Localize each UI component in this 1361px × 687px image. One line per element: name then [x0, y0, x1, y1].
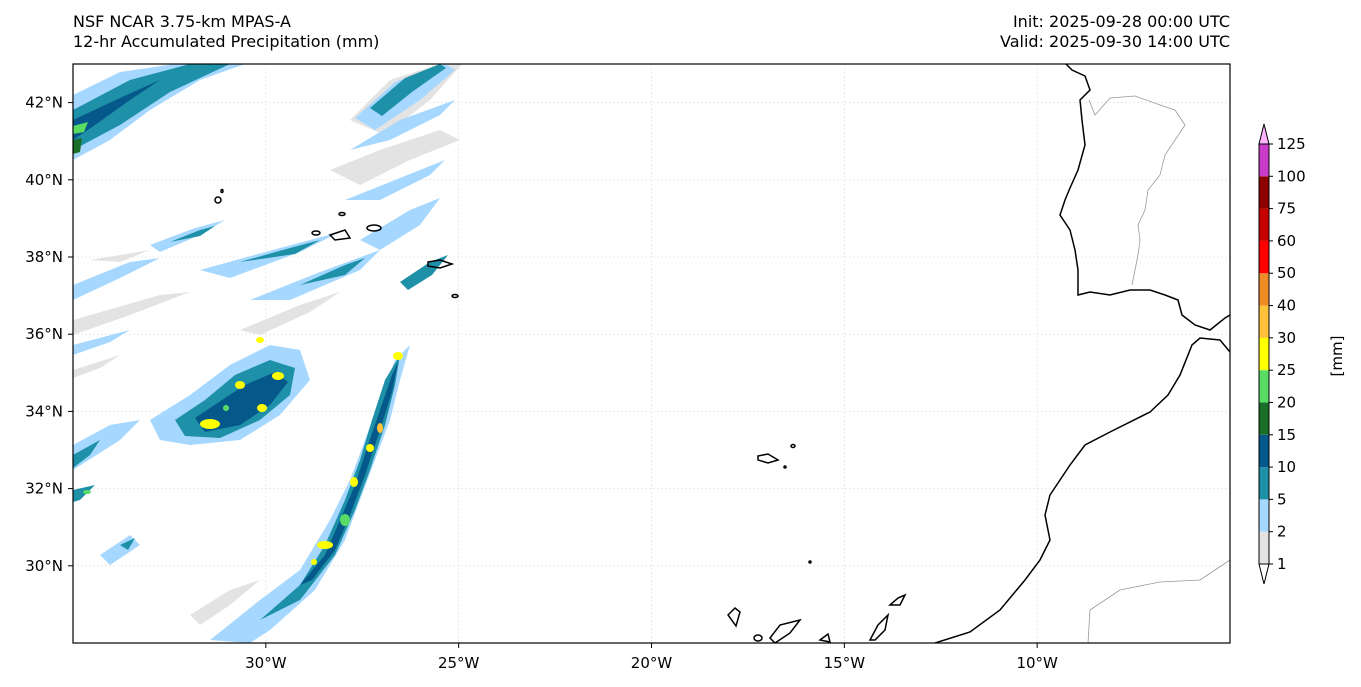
colorbar-segment [1259, 240, 1269, 274]
lat-tick-label: 32°N [25, 480, 63, 498]
colorbar-level-label: 30 [1277, 329, 1296, 347]
colorbar-segment [1259, 176, 1269, 209]
latitude-axis: 42°N 40°N 38°N 36°N 34°N 32°N 30°N [25, 94, 73, 575]
colorbar-level-label: 40 [1277, 297, 1296, 315]
precip-band-southwest [100, 345, 410, 643]
precip-streaks-west [73, 198, 448, 378]
lat-tick-label: 38°N [25, 248, 63, 266]
africa-coastline [934, 337, 1230, 643]
lon-tick-label: 30°W [245, 654, 287, 672]
lat-tick-label: 30°N [25, 557, 63, 575]
colorbar-units: [mm] [1328, 336, 1346, 377]
colorbar-segment [1259, 434, 1269, 468]
colorbar-segment [1259, 467, 1269, 500]
colorbar-segment [1259, 273, 1269, 306]
colorbar-level-label: 15 [1277, 426, 1296, 444]
lat-tick-label: 42°N [25, 94, 63, 112]
iberia-coastline [1059, 64, 1230, 331]
field-name: 12-hr Accumulated Precipitation (mm) [73, 32, 380, 51]
colorbar-level-label: 5 [1277, 490, 1287, 508]
colorbar-level-label: 20 [1277, 393, 1296, 411]
colorbar-segment [1259, 531, 1269, 564]
colorbar-segment [1259, 370, 1269, 403]
colorbar-level-label: 1 [1277, 555, 1287, 573]
plot-title-right: Init: 2025-09-28 00:00 UTC Valid: 2025-0… [1000, 12, 1230, 52]
colorbar-extend-over [1258, 123, 1270, 145]
lat-tick-label: 40°N [25, 171, 63, 189]
colorbar-frame [1258, 143, 1270, 565]
lon-tick-label: 25°W [438, 654, 480, 672]
lon-tick-label: 15°W [824, 654, 866, 672]
madeira-islands [757, 443, 796, 469]
colorbar-segment [1259, 337, 1269, 371]
init-time: Init: 2025-09-28 00:00 UTC [1012, 12, 1230, 31]
colorbar-level-label: 10 [1277, 458, 1296, 476]
precip-cluster-central [73, 337, 310, 502]
colorbar-segment [1259, 402, 1269, 435]
lat-tick-label: 34°N [25, 402, 63, 420]
lon-tick-label: 10°W [1016, 654, 1058, 672]
model-name: NSF NCAR 3.75-km MPAS-A [73, 12, 291, 31]
portugal-spain-border [1088, 95, 1186, 286]
lon-tick-label: 20°W [631, 654, 673, 672]
valid-time: Valid: 2025-09-30 14:00 UTC [999, 32, 1230, 51]
sahara-border [1087, 559, 1230, 643]
azores-islands [214, 188, 459, 299]
colorbar-extend-under [1258, 563, 1270, 585]
canary-islands [727, 560, 907, 643]
colorbar-level-label: 25 [1277, 361, 1296, 379]
colorbar-level-label: 50 [1277, 264, 1296, 282]
colorbar-level-label: 125 [1277, 135, 1306, 153]
colorbar-segment [1259, 499, 1269, 532]
graticule [73, 64, 1230, 643]
colorbar-segment [1259, 305, 1269, 338]
colorbar-level-label: 60 [1277, 232, 1296, 250]
longitude-axis: 30°W 25°W 20°W 15°W 10°W [245, 643, 1058, 672]
precip-field [73, 64, 1230, 643]
precip-band-north [330, 64, 462, 200]
plot-title-left: NSF NCAR 3.75-km MPAS-A 12-hr Accumulate… [73, 12, 379, 52]
lat-tick-label: 36°N [25, 325, 63, 343]
colorbar-level-label: 75 [1277, 200, 1296, 218]
precip-band-northwest [73, 64, 245, 160]
colorbar-level-label: 2 [1277, 523, 1287, 541]
colorbar-level-label: 100 [1277, 167, 1306, 185]
colorbar-segment [1259, 208, 1269, 241]
colorbar-segment [1259, 144, 1269, 177]
